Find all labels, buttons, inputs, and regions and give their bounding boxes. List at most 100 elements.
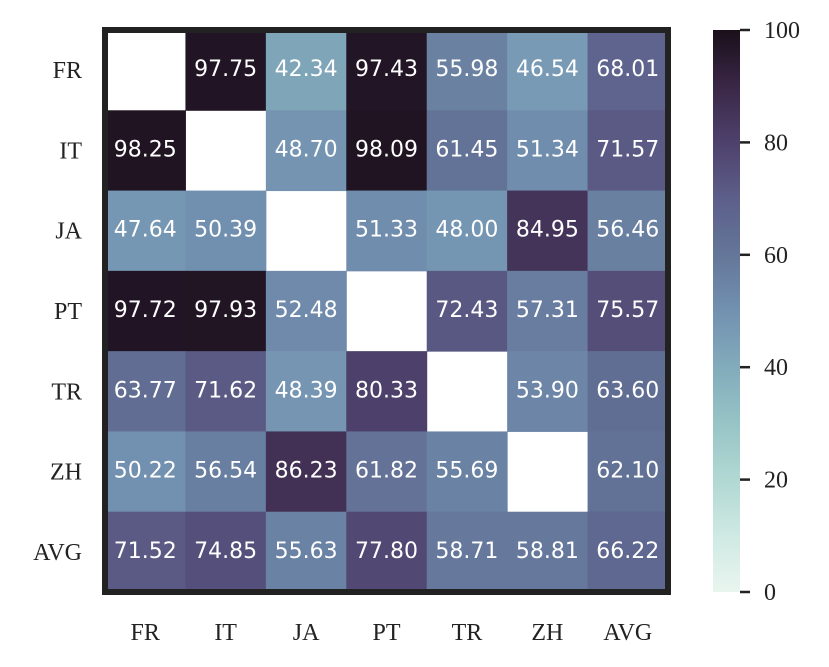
x-tick-label: IT — [214, 620, 237, 646]
cell-label: 48.70 — [275, 137, 338, 162]
cell-label: 48.00 — [435, 218, 498, 243]
heatmap-cell — [265, 431, 347, 513]
cell-label: 48.39 — [275, 378, 338, 403]
cell-label: 55.69 — [435, 459, 498, 484]
heatmap-cell — [587, 431, 669, 513]
y-tick-label: PT — [54, 299, 82, 325]
heatmap-cell — [507, 351, 589, 432]
colorbar-tick-label: 60 — [764, 243, 788, 269]
cell-label: 50.39 — [194, 218, 257, 243]
heatmap-cell — [185, 431, 267, 513]
heatmap-frame — [102, 27, 671, 595]
heatmap-cell — [185, 351, 267, 432]
heatmap-cell — [185, 30, 267, 111]
y-tick-label: IT — [59, 138, 82, 164]
cell-label: 71.62 — [194, 378, 257, 403]
heatmap-cell — [507, 110, 589, 192]
heatmap-cell — [426, 431, 508, 513]
x-tick-label: JA — [293, 620, 320, 646]
heatmap-cell — [105, 351, 186, 432]
cell-label: 98.25 — [114, 137, 177, 162]
heatmap-cell — [426, 110, 508, 192]
cell-label: 42.34 — [275, 57, 338, 82]
heatmap-cell — [265, 110, 347, 192]
cell-label: 55.63 — [275, 539, 338, 564]
cell-label: 61.82 — [355, 459, 418, 484]
heatmap-cell — [105, 511, 186, 593]
cell-label: 55.98 — [435, 57, 498, 82]
cell-label: 77.80 — [355, 539, 418, 564]
y-tick-label: AVG — [33, 540, 82, 566]
y-tick-label: FR — [53, 58, 82, 84]
cell-label: 68.01 — [596, 57, 659, 82]
x-tick-label: AVG — [603, 620, 652, 646]
cell-label: 97.43 — [355, 57, 418, 82]
heatmap-cell — [185, 511, 267, 593]
cell-label: 53.90 — [516, 378, 579, 403]
heatmap-cell — [185, 270, 267, 352]
cell-label: 84.95 — [516, 218, 579, 243]
heatmap-cell — [105, 110, 186, 192]
cell-label: 71.52 — [114, 539, 177, 564]
colorbar-tick-label: 20 — [764, 468, 788, 494]
heatmap-cell — [426, 190, 508, 272]
cell-label: 63.60 — [596, 378, 659, 403]
heatmap-cell — [105, 270, 186, 352]
heatmap: 97.75 42.34 97.43 55.98 46.54 68.01 98.25 48.70… — [105, 30, 669, 593]
cell-label: 52.48 — [275, 298, 338, 323]
x-tick-label: ZH — [531, 620, 563, 646]
cell-label: 80.33 — [355, 378, 418, 403]
cell-label: 61.45 — [435, 137, 498, 162]
cell-label: 97.75 — [194, 57, 257, 82]
heatmap-cell — [426, 511, 508, 593]
heatmap-cell — [507, 30, 589, 111]
heatmap-cell — [426, 270, 508, 352]
cell-label: 58.81 — [516, 539, 579, 564]
heatmap-cell — [346, 110, 428, 192]
heatmap-cell — [105, 431, 186, 513]
y-tick-label: TR — [51, 379, 82, 405]
heatmap-cell — [105, 190, 186, 272]
x-tick-label: TR — [452, 620, 483, 646]
x-tick-label: PT — [372, 620, 400, 646]
cell-label: 62.10 — [596, 459, 659, 484]
heatmap-cell — [265, 351, 347, 432]
cell-label: 97.93 — [194, 298, 257, 323]
cell-label: 51.34 — [516, 137, 579, 162]
heatmap-cell — [507, 511, 589, 593]
heatmap-cell — [265, 30, 347, 111]
heatmap-cell — [265, 511, 347, 593]
heatmap-cell — [587, 511, 669, 593]
y-tick-label: ZH — [50, 460, 82, 486]
heatmap-cell — [346, 30, 428, 111]
heatmap-cell — [265, 270, 347, 352]
cell-label: 86.23 — [275, 459, 338, 484]
heatmap-cell — [346, 351, 428, 432]
colorbar-tick-label: 40 — [764, 355, 788, 381]
cell-label: 74.85 — [194, 539, 257, 564]
heatmap-cell — [587, 110, 669, 192]
cell-label: 75.57 — [596, 298, 659, 323]
colorbar — [713, 30, 740, 592]
colorbar-tick-label: 0 — [764, 580, 776, 606]
cell-label: 47.64 — [114, 218, 177, 243]
heatmap-cell — [185, 190, 267, 272]
cell-label: 56.46 — [596, 218, 659, 243]
heatmap-cell — [507, 190, 589, 272]
heatmap-cell — [587, 351, 669, 432]
cell-label: 50.22 — [114, 459, 177, 484]
cell-label: 71.57 — [596, 137, 659, 162]
cell-label: 97.72 — [114, 298, 177, 323]
heatmap-cell — [507, 270, 589, 352]
cell-label: 58.71 — [435, 539, 498, 564]
cell-label: 98.09 — [355, 137, 418, 162]
cell-label: 66.22 — [596, 539, 659, 564]
heatmap-cell — [346, 190, 428, 272]
x-tick-label: FR — [131, 620, 160, 646]
colorbar-tick-label: 80 — [764, 130, 788, 156]
heatmap-cell — [346, 431, 428, 513]
heatmap-cell — [587, 270, 669, 352]
cell-label: 57.31 — [516, 298, 579, 323]
cell-label: 56.54 — [194, 459, 257, 484]
